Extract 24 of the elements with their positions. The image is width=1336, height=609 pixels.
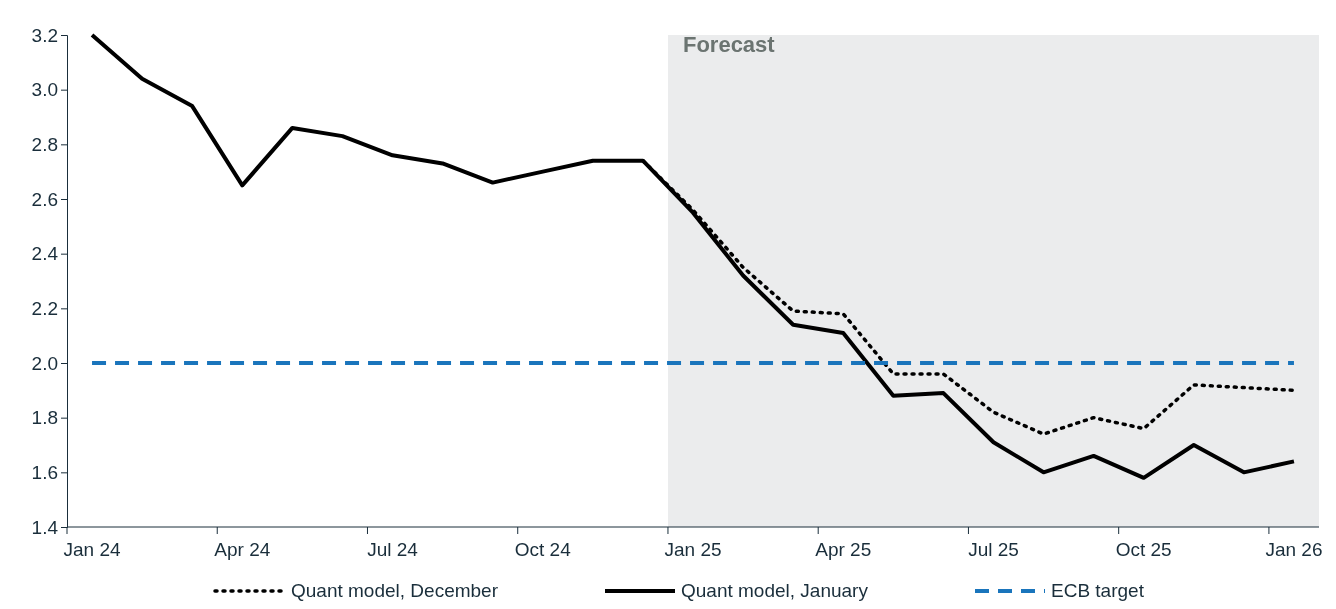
- y-tick-label: 2.8: [31, 133, 58, 155]
- legend-label: Quant model, December: [291, 580, 499, 601]
- x-tick-label: Jul 24: [367, 539, 419, 560]
- band-label: Forecast: [682, 32, 776, 57]
- x-tick-label: Jan 26: [1265, 539, 1323, 560]
- line-series: [90, 33, 1296, 480]
- y-tick-label: 2.6: [31, 188, 58, 210]
- y-tick-label: 3.0: [31, 79, 58, 101]
- y-tick-label: 1.4: [31, 516, 59, 538]
- x-tick-label: Apr 24: [214, 539, 271, 560]
- x-tick-label: Jan 24: [63, 539, 121, 560]
- y-tick-label: 2.0: [31, 352, 58, 374]
- x-tick-label: Oct 25: [1115, 539, 1172, 560]
- x-tick-label: Apr 25: [815, 539, 872, 560]
- y-tick-label: 2.4: [31, 243, 59, 265]
- x-tick-label: Jul 25: [968, 539, 1019, 560]
- legend-label: ECB target: [1051, 580, 1145, 601]
- y-tick-label: 3.2: [31, 24, 58, 46]
- y-tick-label: 2.2: [31, 297, 58, 319]
- x-tick-label: Oct 24: [514, 539, 572, 560]
- x-tick-label: Jan 25: [664, 539, 722, 560]
- legend-label: Quant model, January: [681, 580, 869, 601]
- y-tick-label: 1.8: [31, 407, 58, 429]
- y-tick-label: 1.6: [31, 461, 58, 483]
